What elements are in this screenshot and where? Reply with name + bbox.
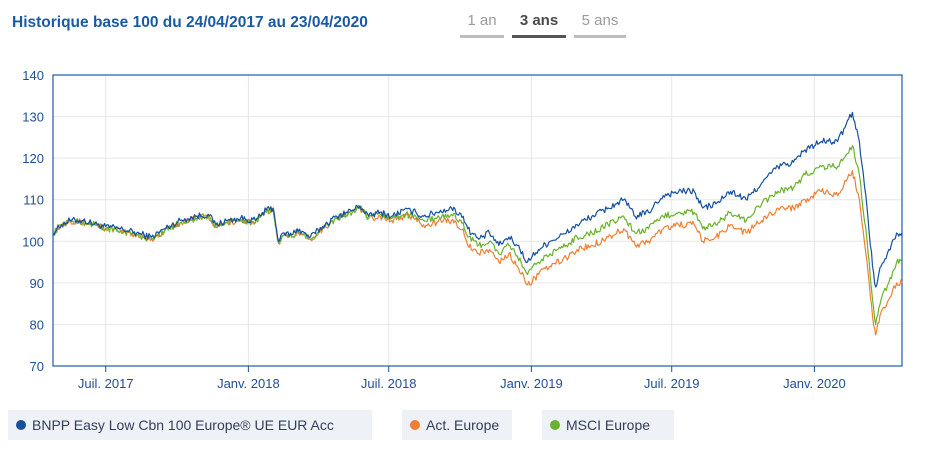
tab-5-ans[interactable]: 5 ans	[574, 10, 626, 38]
period-tabs: 1 an 3 ans 5 ans	[460, 10, 626, 38]
y-tick-label: 90	[30, 276, 44, 291]
series-line-act-europe	[52, 170, 903, 336]
legend-dot-bnpp	[16, 420, 26, 430]
legend-dot-act-europe	[410, 420, 420, 430]
y-tick-label: 120	[22, 151, 44, 166]
legend-item-act-europe[interactable]: Act. Europe	[402, 410, 512, 440]
chart-title: Historique base 100 du 24/04/2017 au 23/…	[12, 14, 368, 31]
legend-item-msci-europe[interactable]: MSCI Europe	[542, 410, 674, 440]
series-line-msci-europe	[52, 145, 903, 325]
y-tick-label: 80	[30, 317, 44, 332]
legend-label-msci-europe: MSCI Europe	[566, 417, 651, 433]
legend-item-bnpp[interactable]: BNPP Easy Low Cbn 100 Europe® UE EUR Acc	[8, 410, 372, 440]
y-tick-label: 70	[30, 359, 44, 374]
x-tick-label: Juil. 2018	[361, 376, 417, 391]
legend-label-act-europe: Act. Europe	[426, 417, 500, 433]
x-tick-label: Juil. 2019	[644, 376, 700, 391]
y-tick-label: 100	[22, 234, 44, 249]
tab-1-an[interactable]: 1 an	[460, 10, 504, 38]
x-tick-label: Janv. 2020	[783, 376, 846, 391]
x-tick-label: Juil. 2017	[78, 376, 134, 391]
legend-label-bnpp: BNPP Easy Low Cbn 100 Europe® UE EUR Acc	[32, 417, 334, 433]
plot-area-frame	[52, 74, 903, 367]
x-tick-label: Janv. 2018	[217, 376, 280, 391]
legend-dot-msci-europe	[550, 420, 560, 430]
y-tick-label: 110	[23, 193, 44, 208]
y-tick-label: 130	[22, 110, 44, 125]
chart-legend: BNPP Easy Low Cbn 100 Europe® UE EUR Acc…	[8, 410, 704, 440]
x-tick-label: Janv. 2019	[500, 376, 563, 391]
series-line-bnpp	[52, 111, 903, 288]
line-chart: 70 80 90 100 110 120 130 140 Juil. 2017 Janv. 201…	[22, 68, 903, 391]
tab-3-ans[interactable]: 3 ans	[512, 10, 566, 38]
y-tick-label: 140	[22, 68, 44, 83]
